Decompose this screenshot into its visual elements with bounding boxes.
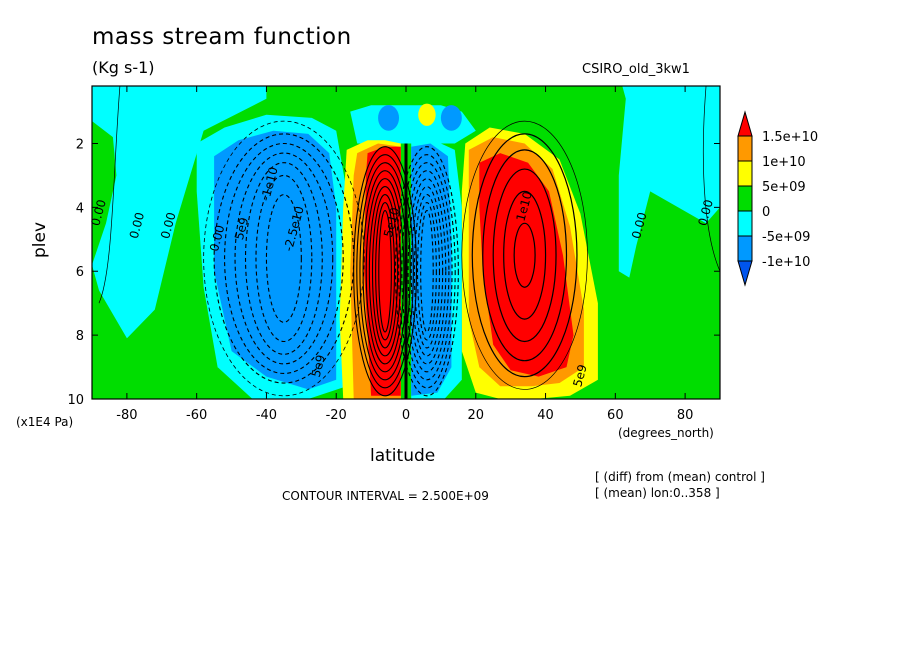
contour-eq-north-7 [416, 202, 437, 341]
fill-blue-top-blob [378, 105, 400, 131]
contour-label-11: 0.00 [629, 211, 649, 240]
contour-zero-sh [98, 86, 121, 304]
contour-sh-2 [224, 142, 344, 374]
contour-eq-south-4 [365, 178, 405, 365]
colorbar-label-3: 0 [762, 205, 770, 220]
colorbar-segment-1 [737, 135, 753, 162]
x-tick-label-5: 20 [468, 408, 485, 423]
y-tick-label-2: 6 [76, 265, 84, 280]
contour-eq-south-6 [371, 194, 399, 349]
fill-cyan-sh-polar [92, 86, 267, 339]
contour-interval: CONTOUR INTERVAL = 2.500E+09 [282, 489, 489, 503]
x-tick-label-1: -60 [186, 408, 207, 423]
x-tick-label-7: 60 [607, 408, 624, 423]
contour-eq-north-8 [420, 210, 434, 333]
y-tick-label-1: 4 [76, 201, 84, 216]
fill-cyan-nh-polar [618, 86, 720, 278]
contour-eq-north-6 [413, 194, 441, 349]
contour-label-7: 5e9 [309, 353, 328, 379]
colorbar-label-0: 1.5e+10 [762, 130, 818, 145]
contour-sh-4 [244, 162, 323, 355]
y-axis-unit: (x1E4 Pa) [16, 415, 74, 429]
contour-eq-south-0 [353, 146, 418, 397]
y-tick-label-4: 10 [67, 393, 84, 408]
contour-nh-2 [482, 149, 568, 362]
contour-label-10: 5e9 [570, 363, 589, 389]
contour-sh-3 [234, 152, 334, 365]
x-tick-label-2: -40 [256, 408, 277, 423]
fill-blue-sh-cell [214, 130, 337, 390]
contour-eq-south-5 [368, 186, 402, 357]
contour-eq-north-2 [401, 162, 453, 381]
contour-eq-south-1 [356, 154, 414, 389]
fill-red-nh-cell [479, 153, 574, 377]
y-tick-label-0: 2 [76, 137, 84, 152]
contour-eq-north-5 [410, 186, 444, 357]
colorbar-label-1: 1e+10 [762, 155, 806, 170]
contour-sh-6 [265, 194, 302, 323]
fill-green-sh-edge [92, 121, 117, 265]
contour-label-4: 5e9 [232, 216, 251, 242]
contour-label-2: 0.00 [158, 211, 178, 240]
contour-nh-1 [471, 133, 578, 378]
contour-eq-north-0 [394, 146, 459, 397]
contour-eq-north-4 [407, 178, 447, 365]
x-tick-label-3: -20 [326, 408, 347, 423]
contour-label-1: 0.00 [127, 211, 147, 240]
contour-nh-4 [503, 190, 547, 320]
contour-label-12: 0.00 [695, 198, 715, 227]
fill-blue-eq-north [411, 143, 452, 396]
contour-lines [98, 86, 720, 399]
contour-label-3: 0.00 [207, 224, 227, 253]
x-tick-label-0: -80 [116, 408, 137, 423]
note-mean: [ (mean) lon:0..358 ] [595, 486, 720, 500]
colorbar: 1.5e+10 1e+10 5e+09 0 -5e+09 -1e+10 [737, 110, 818, 287]
contour-sh-0 [203, 120, 365, 397]
chart-title: mass stream function [92, 24, 352, 50]
chart-units: (Kg s-1) [92, 58, 155, 77]
colorbar-segment-3 [737, 185, 753, 212]
colorbar-bottom-arrow [737, 260, 753, 287]
contour-eq-south-7 [375, 202, 396, 341]
colorbar-top-arrow [737, 110, 753, 137]
x-tick-label-8: 80 [677, 408, 694, 423]
contour-eq-south-2 [359, 162, 411, 381]
colorbar-label-4: -5e+09 [762, 230, 810, 245]
fill-blue-top-blob-2 [440, 105, 462, 131]
model-label: CSIRO_old_3kw1 [582, 62, 690, 77]
note-diff: [ (diff) from (mean) control ] [595, 470, 765, 484]
fill-red-eq-south [364, 146, 401, 396]
x-axis-label: latitude [370, 446, 436, 466]
axes: -80 -60 -40 -20 0 20 40 60 80 2 4 6 8 10 [67, 86, 720, 423]
colorbar-segment-5 [737, 235, 753, 262]
y-tick-label-3: 8 [76, 329, 84, 344]
fill-yellow-top-blob [418, 103, 436, 126]
colorbar-segment-2 [737, 160, 753, 187]
x-tick-label-6: 40 [537, 408, 554, 423]
colorbar-label-5: -1e+10 [762, 255, 810, 270]
contour-eq-south-8 [378, 210, 392, 333]
contour-sh-5 [255, 174, 313, 343]
contour-nh-5 [513, 222, 536, 288]
x-tick-label-4: 0 [402, 408, 410, 423]
contour-label-0: 0.00 [88, 198, 108, 227]
colorbar-segment-4 [737, 210, 753, 237]
contour-eq-north-1 [398, 154, 456, 389]
contour-zero-nh [702, 86, 720, 272]
contour-nh-0 [461, 120, 588, 390]
x-axis-unit: (degrees_north) [618, 426, 714, 440]
contour-nh-3 [492, 168, 557, 343]
colorbar-label-2: 5e+09 [762, 180, 806, 195]
